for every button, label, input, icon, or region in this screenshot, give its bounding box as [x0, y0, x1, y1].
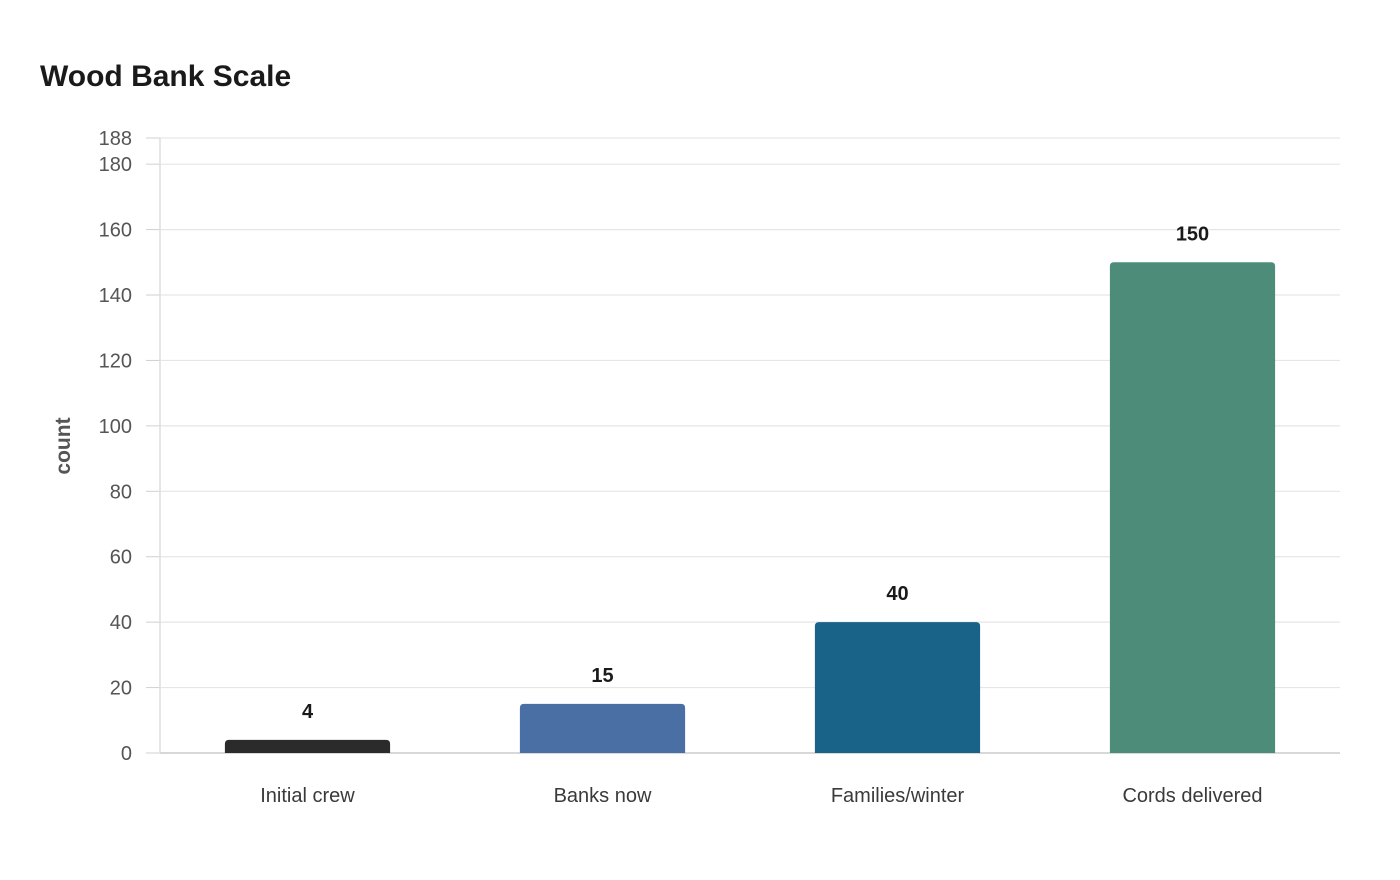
x-tick-labels: Initial crew Banks now Families/winter Cord…: [260, 785, 1262, 807]
y-tick-label: 80: [110, 481, 132, 503]
y-tick-label: 120: [99, 350, 132, 372]
y-tick-label: 40: [110, 612, 132, 634]
value-labels: 4 15 40 150: [302, 223, 1209, 723]
bar: [1109, 262, 1276, 753]
x-tick-label: Cords delivered: [1122, 785, 1262, 807]
y-tick-label: 60: [110, 547, 132, 569]
bars: [224, 262, 1276, 753]
y-tick-label: 0: [121, 743, 132, 765]
y-tick-label: 20: [110, 678, 132, 700]
bar-value-label: 40: [886, 583, 908, 605]
bar: [519, 703, 686, 753]
bar: [224, 739, 391, 753]
bar-value-label: 4: [302, 701, 314, 723]
x-tick-label: Families/winter: [831, 785, 965, 807]
x-tick-label: Initial crew: [260, 785, 355, 807]
y-tick-label: 100: [99, 416, 132, 438]
x-tick-label: Banks now: [554, 785, 652, 807]
y-tick-labels: 0 20 40 60 80 100 120 140 160 180 188: [99, 128, 132, 765]
bar-value-label: 15: [591, 665, 613, 687]
bar: [814, 622, 981, 753]
bar-value-label: 150: [1176, 223, 1209, 245]
chart-title: Wood Bank Scale: [40, 60, 292, 93]
y-tick-label: 180: [99, 154, 132, 176]
y-tick-label: 140: [99, 285, 132, 307]
y-tick-label: 160: [99, 220, 132, 242]
y-axis-title: count: [52, 417, 75, 474]
y-tick-label: 188: [99, 128, 132, 150]
